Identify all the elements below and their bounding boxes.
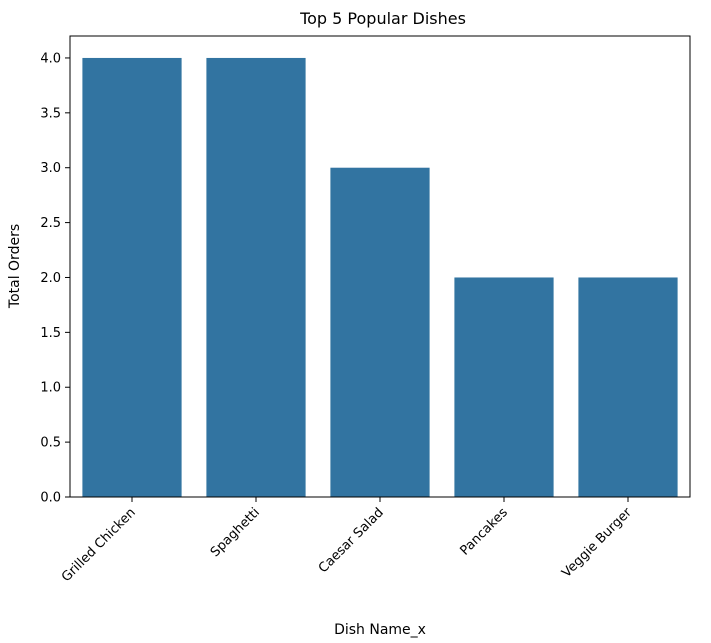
y-tick-label: 3.0	[40, 161, 61, 176]
y-tick-label: 0.5	[40, 436, 61, 451]
y-tick-label: 0.0	[40, 491, 61, 506]
plot-frame	[69, 35, 691, 498]
x-tick-label: Grilled Chicken	[59, 505, 139, 585]
bar-caesar-salad	[330, 167, 430, 497]
x-axis-ticks: Grilled Chicken Spaghetti Caesar Salad Panc…	[59, 497, 635, 585]
x-tick-label: Pancakes	[457, 505, 510, 558]
y-tick-label: 2.5	[40, 216, 61, 231]
x-tick-label: Caesar Salad	[316, 505, 387, 576]
x-tick-label: Spaghetti	[208, 505, 263, 560]
y-axis-label: Total Orders	[7, 224, 23, 309]
bar-pancakes	[454, 277, 554, 497]
x-axis-label: Dish Name_x	[334, 622, 426, 638]
chart-title: Top 5 Popular Dishes	[299, 9, 466, 28]
y-axis-ticks: 0.0 0.5 1.0 1.5 2.0 2.5 3.0 3.5 4.0	[40, 51, 70, 506]
y-tick-label: 2.0	[40, 271, 61, 286]
x-tick-label: Veggie Burger	[559, 505, 635, 581]
bars-group	[82, 57, 678, 497]
bar-grilled-chicken	[82, 57, 182, 497]
bar-veggie-burger	[578, 277, 678, 497]
y-tick-label: 4.0	[40, 51, 61, 66]
y-tick-label: 1.0	[40, 381, 61, 396]
y-tick-label: 3.5	[40, 106, 61, 121]
y-tick-label: 1.5	[40, 326, 61, 341]
bar-spaghetti	[206, 57, 306, 497]
